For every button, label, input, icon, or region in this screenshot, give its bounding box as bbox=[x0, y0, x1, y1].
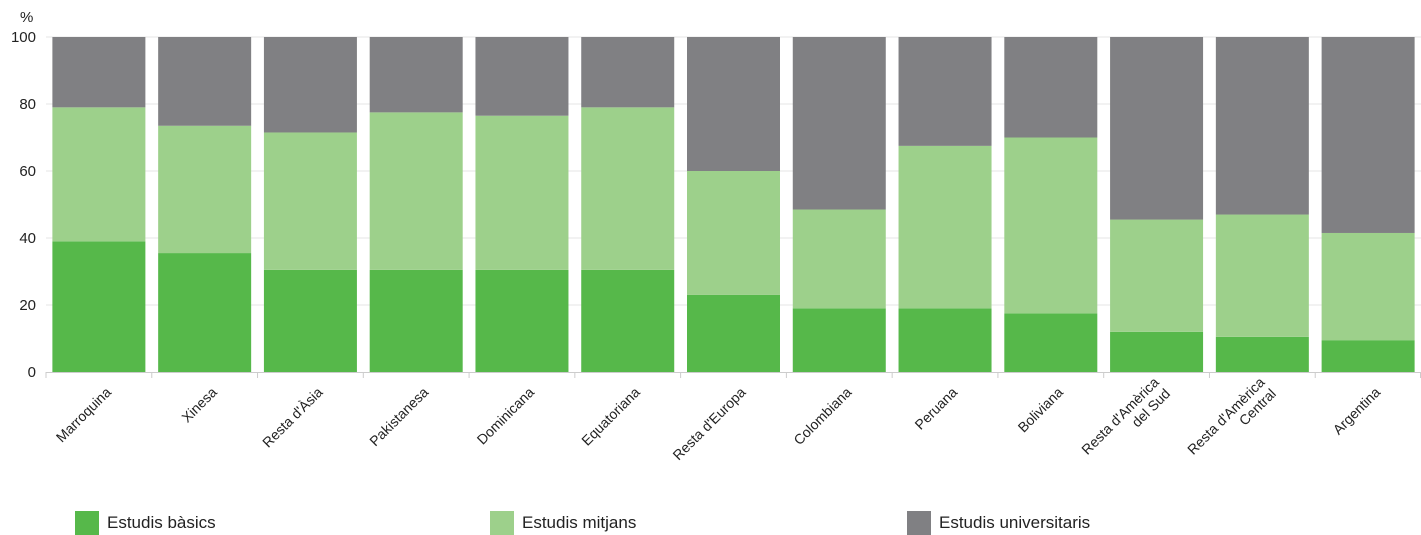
x-tick-label: Argentina bbox=[1330, 384, 1384, 438]
legend-item: Estudis mitjans bbox=[490, 511, 636, 535]
legend-label: Estudis mitjans bbox=[522, 513, 637, 532]
legend-label: Estudis bàsics bbox=[107, 513, 216, 532]
bar-segment bbox=[898, 308, 992, 372]
bar-segment bbox=[898, 37, 992, 146]
bar-segment bbox=[158, 125, 252, 254]
bar-segment bbox=[475, 115, 569, 270]
bar-segment bbox=[1215, 37, 1309, 215]
bar-segment bbox=[52, 37, 146, 108]
bar-segment bbox=[687, 171, 780, 295]
bar-stack bbox=[263, 37, 357, 372]
x-tick-label-line: Equatoriana bbox=[578, 384, 643, 449]
chart-canvas: 0 20 40 60 80 100 Marroquina Xinesa Resta d'Àsi… bbox=[11, 9, 1421, 469]
y-tick-label: 0 bbox=[28, 364, 36, 381]
legend-swatch bbox=[490, 511, 514, 535]
x-tick-label-line: Boliviana bbox=[1015, 384, 1067, 436]
bar-stack bbox=[1215, 37, 1309, 372]
y-axis-unit-label: % bbox=[20, 9, 33, 26]
bar-segment bbox=[1004, 137, 1098, 314]
bar-segment bbox=[1321, 340, 1415, 372]
bar-segment bbox=[1004, 313, 1098, 372]
legend: Estudis bàsics Estudis mitjans Estudis uni… bbox=[75, 511, 1421, 535]
x-tick-label-line: Resta d'Europa bbox=[669, 384, 748, 463]
y-tick-label: 40 bbox=[19, 230, 36, 247]
bar-segment bbox=[369, 37, 463, 113]
bar-segment bbox=[581, 37, 675, 108]
x-tick-label: Pakistanesa bbox=[366, 384, 431, 449]
x-axis: Marroquina Xinesa Resta d'Àsia Pakistanesa D… bbox=[45, 372, 1421, 469]
y-tick-label: 100 bbox=[11, 29, 36, 46]
bar-segment bbox=[369, 112, 463, 270]
y-tick-label: 60 bbox=[19, 163, 36, 180]
bar-segment bbox=[792, 308, 886, 372]
legend-label: Estudis universitaris bbox=[939, 513, 1091, 532]
x-tick-label: Resta d'Europa bbox=[669, 384, 748, 463]
bar-segment bbox=[1110, 331, 1204, 372]
bar-segment bbox=[687, 294, 780, 372]
y-tick-label: 80 bbox=[19, 96, 36, 113]
x-tick-label: Resta d'Amèricadel Sud bbox=[1078, 374, 1173, 469]
x-tick-label: Resta d'AmèricaCentral bbox=[1184, 374, 1279, 469]
bar-stack bbox=[475, 37, 569, 372]
x-tick-label-line: Resta d'Àsia bbox=[259, 384, 326, 451]
bar-segment bbox=[792, 37, 886, 210]
bar-segment bbox=[158, 37, 252, 126]
bar-segment bbox=[1110, 37, 1204, 220]
legend-item: Estudis bàsics bbox=[75, 511, 216, 535]
x-tick-label-line: Peruana bbox=[911, 384, 960, 433]
bar-stacks bbox=[52, 37, 1415, 372]
bar-segment bbox=[263, 132, 357, 270]
x-tick-label: Peruana bbox=[911, 384, 960, 433]
x-tick-label: Equatoriana bbox=[578, 384, 643, 449]
bar-segment bbox=[475, 37, 569, 116]
bar-segment bbox=[475, 269, 569, 372]
legend-item: Estudis universitaris bbox=[907, 511, 1090, 535]
x-tick-label: Colombiana bbox=[790, 384, 854, 448]
bar-segment bbox=[1321, 232, 1415, 341]
bar-stack bbox=[52, 37, 146, 372]
y-axis: 0 20 40 60 80 100 bbox=[11, 29, 36, 381]
bar-stack bbox=[792, 37, 886, 372]
x-tick-label-line: Argentina bbox=[1330, 384, 1384, 438]
bar-segment bbox=[581, 269, 675, 372]
bar-segment bbox=[369, 269, 463, 372]
bar-segment bbox=[687, 37, 780, 171]
x-tick-label: Dominicana bbox=[474, 384, 538, 448]
bar-segment bbox=[1215, 336, 1309, 372]
legend-swatch bbox=[907, 511, 931, 535]
x-tick-label: Resta d'Àsia bbox=[259, 384, 326, 451]
bar-segment bbox=[1004, 37, 1098, 138]
x-tick-label-line: Pakistanesa bbox=[366, 384, 431, 449]
bar-segment bbox=[581, 107, 675, 270]
legend-swatch bbox=[75, 511, 99, 535]
bar-segment bbox=[263, 269, 357, 372]
bar-stack bbox=[158, 37, 252, 372]
bar-stack bbox=[898, 37, 992, 372]
bar-segment bbox=[1321, 37, 1415, 233]
bar-segment bbox=[1215, 214, 1309, 337]
x-tick-label: Marroquina bbox=[53, 384, 115, 446]
bar-stack bbox=[1110, 37, 1204, 372]
bar-segment bbox=[52, 241, 146, 372]
bar-stack bbox=[687, 37, 780, 372]
x-tick-label-line: Xinesa bbox=[178, 384, 220, 426]
bar-stack bbox=[1321, 37, 1415, 372]
bar-segment bbox=[158, 253, 252, 372]
x-tick-label-line: Colombiana bbox=[790, 384, 854, 448]
bar-segment bbox=[898, 145, 992, 309]
bar-segment bbox=[1110, 219, 1204, 332]
bar-stack bbox=[1004, 37, 1098, 372]
bar-segment bbox=[792, 209, 886, 309]
bar-stack bbox=[581, 37, 675, 372]
x-tick-label-line: Marroquina bbox=[53, 384, 115, 446]
x-tick-label: Xinesa bbox=[178, 384, 220, 426]
x-tick-label-line: Dominicana bbox=[474, 384, 538, 448]
bar-segment bbox=[52, 107, 146, 242]
y-tick-label: 20 bbox=[19, 297, 36, 314]
bar-stack bbox=[369, 37, 463, 372]
x-tick-label: Boliviana bbox=[1015, 384, 1067, 436]
bar-segment bbox=[263, 37, 357, 133]
